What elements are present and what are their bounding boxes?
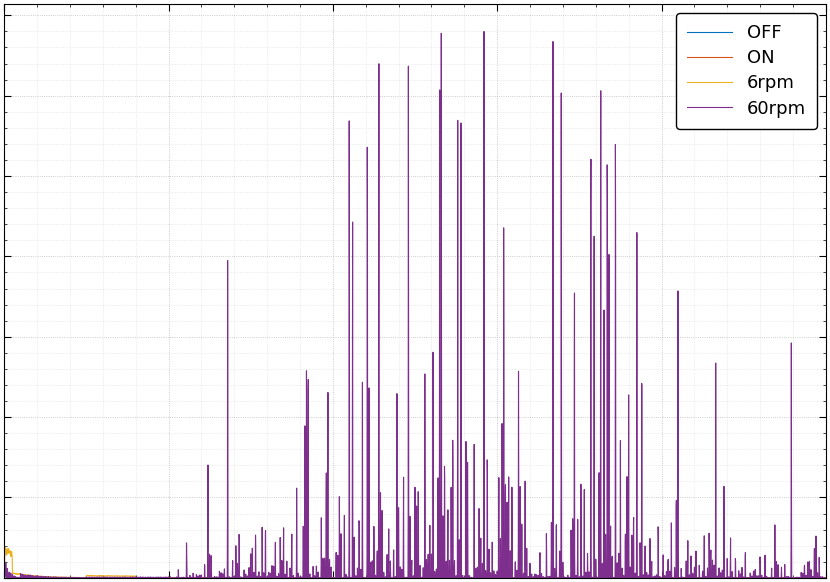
OFF [708, 574, 718, 581]
6rpm [369, 574, 378, 581]
6rpm [0, 544, 10, 551]
6rpm [168, 574, 178, 581]
OFF [369, 574, 378, 581]
60rpm [156, 574, 166, 581]
60rpm [708, 574, 718, 581]
OFF [156, 574, 166, 581]
ON [0, 569, 9, 576]
Legend: OFF, ON, 6rpm, 60rpm: OFF, ON, 6rpm, 60rpm [676, 13, 817, 129]
6rpm [666, 574, 676, 581]
60rpm [821, 574, 830, 581]
OFF [366, 574, 376, 581]
60rpm [479, 28, 489, 35]
60rpm [0, 572, 9, 579]
ON [369, 574, 378, 581]
ON [156, 574, 166, 581]
ON [441, 574, 451, 581]
ON [821, 574, 830, 581]
ON [403, 574, 413, 581]
OFF [0, 569, 9, 576]
6rpm [0, 570, 9, 577]
Line: 60rpm: 60rpm [4, 31, 826, 578]
OFF [168, 574, 178, 581]
Line: 6rpm: 6rpm [4, 547, 826, 578]
6rpm [440, 574, 450, 581]
ON [0, 536, 9, 543]
OFF [0, 554, 9, 561]
6rpm [708, 574, 718, 581]
OFF [601, 574, 611, 581]
6rpm [156, 574, 166, 581]
ON [708, 574, 718, 581]
6rpm [821, 574, 830, 581]
60rpm [368, 574, 378, 581]
60rpm [168, 574, 178, 581]
60rpm [807, 574, 817, 581]
ON [366, 574, 376, 581]
ON [168, 574, 178, 581]
6rpm [366, 574, 376, 581]
OFF [440, 574, 450, 581]
Line: ON: ON [4, 540, 826, 578]
60rpm [366, 572, 376, 579]
OFF [821, 574, 830, 581]
Line: OFF: OFF [4, 558, 826, 578]
60rpm [440, 574, 450, 581]
